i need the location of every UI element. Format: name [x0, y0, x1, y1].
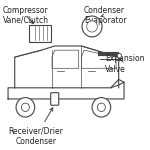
Text: Expansion
Valve: Expansion Valve	[105, 54, 145, 74]
Text: Condenser
Evaporator: Condenser Evaporator	[84, 6, 127, 25]
FancyBboxPatch shape	[29, 25, 51, 42]
Circle shape	[97, 103, 105, 111]
FancyBboxPatch shape	[51, 93, 59, 105]
Text: Compressor
Vane/Clutch: Compressor Vane/Clutch	[3, 6, 49, 25]
Circle shape	[87, 21, 97, 32]
Circle shape	[16, 98, 35, 117]
Circle shape	[117, 54, 122, 58]
Text: Receiver/Drier
Condenser: Receiver/Drier Condenser	[9, 108, 63, 146]
Circle shape	[82, 16, 102, 37]
Circle shape	[21, 103, 29, 111]
Circle shape	[92, 98, 111, 117]
